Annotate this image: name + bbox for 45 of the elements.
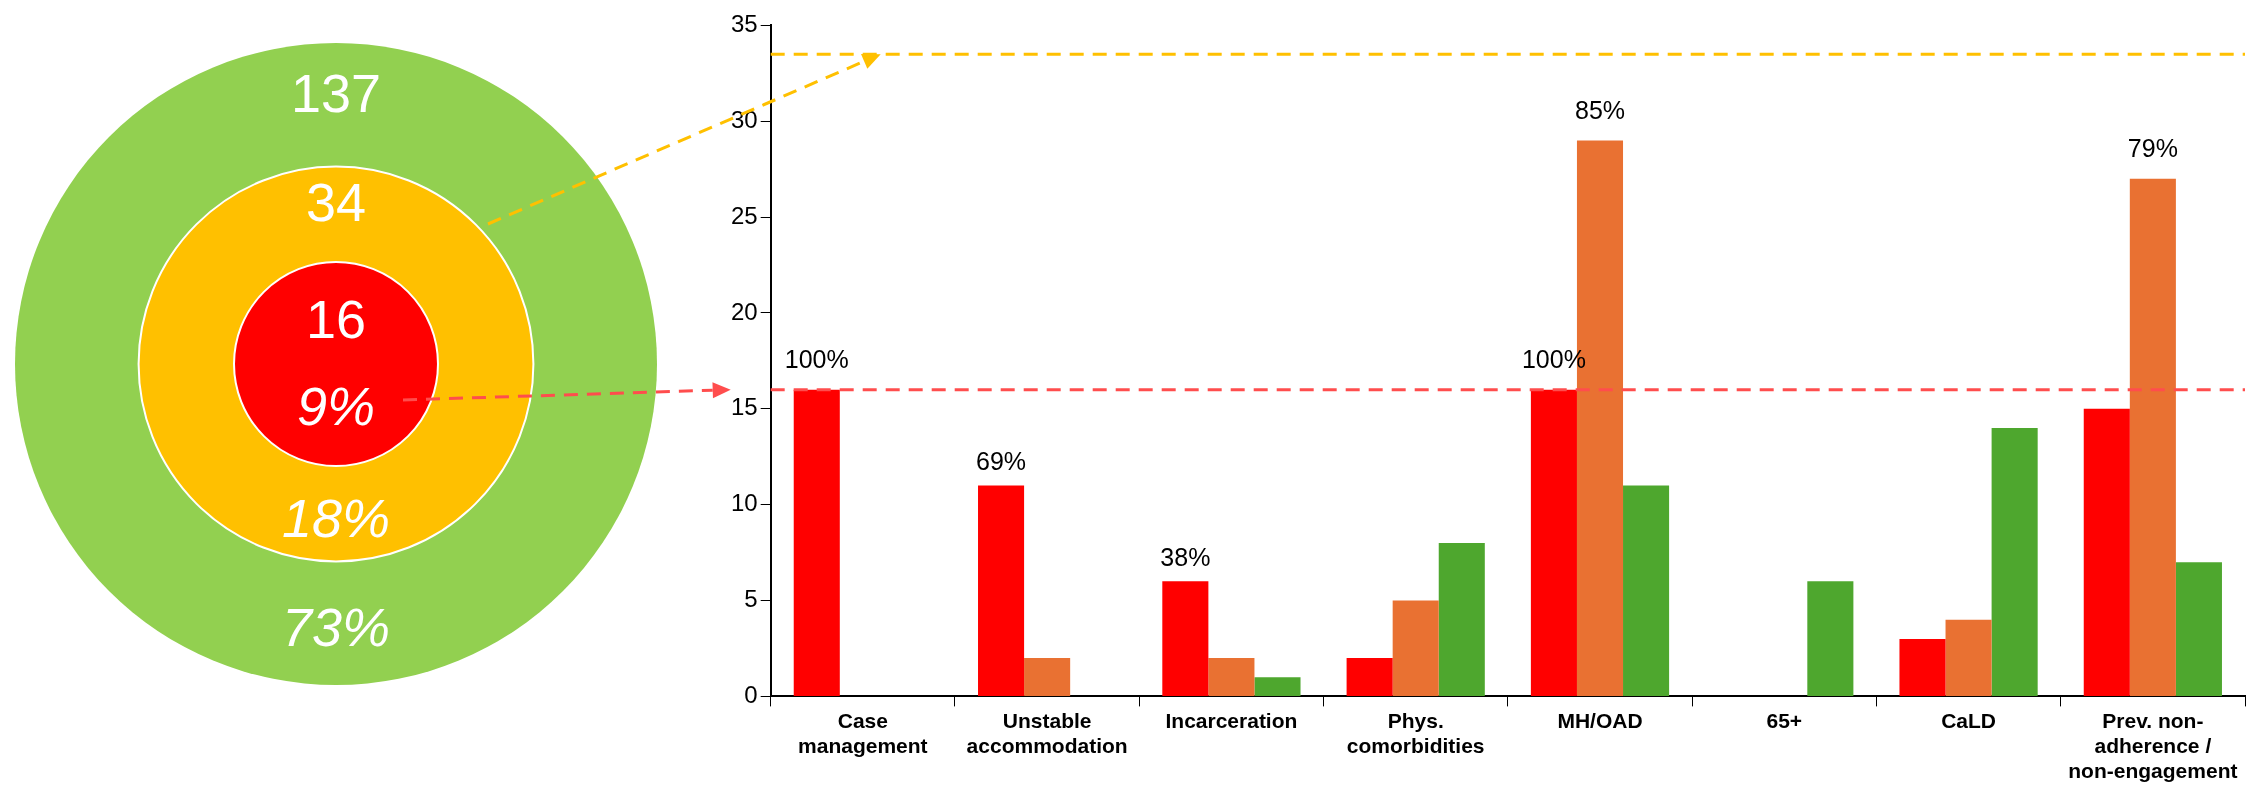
bar	[978, 485, 1025, 696]
bar	[1623, 485, 1670, 696]
y-tick-label: 35	[730, 10, 758, 38]
annotation: 79%	[2127, 134, 2178, 163]
text: 34	[305, 172, 367, 233]
annotation: 100%	[784, 345, 849, 374]
bar	[1024, 658, 1071, 696]
y-tick-label: 30	[730, 105, 758, 133]
text: 73%	[281, 597, 391, 658]
bar	[793, 389, 840, 696]
bar	[1208, 658, 1255, 696]
bar	[1807, 581, 1854, 696]
bar	[1530, 389, 1577, 696]
text: 16	[305, 289, 367, 350]
x-tick-label: Prev. non- adherence / non-engagement	[2068, 708, 2238, 783]
x-tick-label: CaLD	[1941, 708, 1996, 732]
text: 137	[290, 62, 382, 123]
y-tick-label: 10	[730, 489, 758, 517]
x-tick-label: Unstable accommodation	[966, 708, 1128, 757]
bar	[1254, 677, 1301, 696]
bar	[2129, 178, 2176, 696]
bar	[1438, 543, 1485, 696]
annotation: 85%	[1574, 95, 1626, 124]
x-tick-label: Incarceration	[1165, 708, 1298, 732]
x-tick-label: MH/OAD	[1557, 708, 1643, 732]
x-tick-label: Phys. comorbidities	[1346, 708, 1485, 757]
bar	[1991, 428, 2038, 696]
bar	[1346, 658, 1393, 696]
annotation: 69%	[976, 446, 1027, 475]
text: 18%	[281, 487, 391, 548]
y-tick-label: 5	[744, 585, 758, 613]
y-tick-label: 15	[730, 393, 758, 421]
bar	[1899, 638, 1946, 696]
text: 9%	[296, 375, 376, 436]
bar	[2175, 562, 2222, 696]
x-tick-label: Case management	[798, 708, 928, 757]
bar	[1162, 581, 1209, 696]
bar	[2083, 408, 2130, 696]
y-tick-label: 0	[744, 681, 758, 709]
annotation: 38%	[1160, 542, 1211, 571]
bar	[1945, 619, 1992, 696]
bar	[1392, 600, 1439, 696]
x-tick-label: 65+	[1766, 708, 1803, 732]
y-tick-label: 25	[730, 201, 758, 229]
y-tick-label: 20	[730, 297, 758, 325]
